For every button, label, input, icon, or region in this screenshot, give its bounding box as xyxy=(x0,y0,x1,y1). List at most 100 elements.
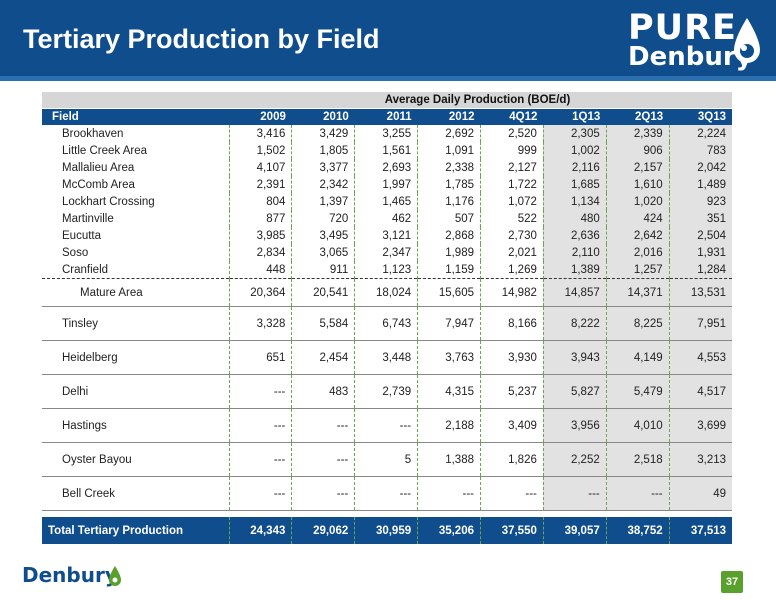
value-cell: 1,269 xyxy=(480,261,544,279)
value-cell: 3,409 xyxy=(480,408,544,443)
value-cell: 448 xyxy=(228,261,292,279)
value-cell: --- xyxy=(291,476,355,511)
value-cell: 49 xyxy=(668,476,733,511)
value-cell: 2,110 xyxy=(542,244,607,261)
value-cell: 1,284 xyxy=(668,261,733,279)
column-header: 3Q13 xyxy=(669,108,733,125)
value-cell: 7,951 xyxy=(668,306,733,341)
value-cell: 2,636 xyxy=(542,227,607,244)
spacer-row xyxy=(42,510,733,517)
value-cell: 2,339 xyxy=(605,125,670,142)
value-cell: 522 xyxy=(480,210,544,227)
value-cell: --- xyxy=(228,476,292,511)
value-cell: --- xyxy=(417,476,481,511)
field-name: Little Creek Area xyxy=(62,144,148,157)
value-cell: 13,531 xyxy=(668,278,733,307)
value-cell: 3,985 xyxy=(228,227,292,244)
value-cell: 3,255 xyxy=(354,125,418,142)
value-cell: 424 xyxy=(605,210,670,227)
value-cell: --- xyxy=(605,476,670,511)
column-header: 4Q12 xyxy=(480,108,544,125)
footer-denbury-logo: Denbury xyxy=(22,563,118,587)
value-cell: 8,222 xyxy=(542,306,607,341)
value-cell: 923 xyxy=(668,193,733,210)
column-header: 2012 xyxy=(417,108,481,125)
value-cell: 1,685 xyxy=(542,176,607,193)
corner-cell xyxy=(42,92,229,109)
value-cell: 3,416 xyxy=(228,125,292,142)
value-cell: 351 xyxy=(668,210,733,227)
table-row: Brookhaven 3,416 3,429 3,255 2,692 2,520 2,305… xyxy=(42,125,733,142)
value-cell: 2,391 xyxy=(228,176,292,193)
column-header: 2010 xyxy=(291,108,355,125)
field-name: Brookhaven xyxy=(62,127,124,140)
value-cell: 999 xyxy=(480,142,544,159)
value-cell: 2,642 xyxy=(605,227,670,244)
value-cell: 7,947 xyxy=(417,306,481,341)
logo-word-pure: PURE xyxy=(628,8,737,48)
field-name: Cranfield xyxy=(62,263,109,276)
value-cell: 1,989 xyxy=(417,244,481,261)
logo-word-denbury: Denbury xyxy=(628,42,753,72)
value-cell: 1,176 xyxy=(417,193,481,210)
value-cell: 3,763 xyxy=(417,340,481,375)
column-header: 1Q13 xyxy=(543,108,607,125)
field-column-header: Field xyxy=(42,108,229,125)
value-cell: 20,541 xyxy=(291,278,355,307)
value-cell: --- xyxy=(228,374,292,409)
table-row: Total Tertiary Production 24,343 29,062 30,… xyxy=(42,517,733,544)
value-cell: 2,021 xyxy=(480,244,544,261)
page-title: Tertiary Production by Field xyxy=(23,24,380,54)
value-cell: 5,237 xyxy=(480,374,544,409)
value-cell: 2,520 xyxy=(480,125,544,142)
value-cell: 14,371 xyxy=(605,278,670,307)
value-cell: 3,956 xyxy=(542,408,607,443)
value-cell: --- xyxy=(291,408,355,443)
field-name: Martinville xyxy=(62,212,114,225)
value-cell: 483 xyxy=(291,374,355,409)
header-stripe xyxy=(0,76,776,81)
value-cell: 804 xyxy=(228,193,292,210)
value-cell: 4,553 xyxy=(668,340,733,375)
field-name: Bell Creek xyxy=(42,476,229,511)
column-header: 2Q13 xyxy=(606,108,670,125)
value-cell: 2,116 xyxy=(542,159,607,176)
value-cell: 2,347 xyxy=(354,244,418,261)
value-cell: 480 xyxy=(542,210,607,227)
value-cell: 2,042 xyxy=(668,159,733,176)
value-cell: 5,479 xyxy=(605,374,670,409)
value-cell: 3,213 xyxy=(668,442,733,477)
value-cell: 3,328 xyxy=(228,306,292,341)
value-cell: 2,016 xyxy=(605,244,670,261)
value-cell: 8,166 xyxy=(480,306,544,341)
value-cell: --- xyxy=(354,408,418,443)
value-cell: 4,107 xyxy=(228,159,292,176)
value-cell: 651 xyxy=(228,340,292,375)
value-cell: 38,752 xyxy=(605,517,670,544)
value-cell: 24,343 xyxy=(228,517,292,544)
value-cell: 2,730 xyxy=(480,227,544,244)
table-row: Lockhart Crossing 804 1,397 1,465 1,176 1,072… xyxy=(42,193,733,210)
value-cell: 783 xyxy=(668,142,733,159)
value-cell: 4,517 xyxy=(668,374,733,409)
value-cell: 3,448 xyxy=(354,340,418,375)
header-bar xyxy=(0,0,776,76)
value-cell: 1,931 xyxy=(668,244,733,261)
value-cell: 29,062 xyxy=(291,517,355,544)
value-cell: 6,743 xyxy=(354,306,418,341)
table-row: McComb Area 2,391 2,342 1,997 1,785 1,722 1,68… xyxy=(42,176,733,193)
value-cell: 14,857 xyxy=(542,278,607,307)
value-cell: 3,930 xyxy=(480,340,544,375)
field-name: Lockhart Crossing xyxy=(62,195,155,208)
value-cell: 1,502 xyxy=(228,142,292,159)
value-cell: --- xyxy=(542,476,607,511)
table-row: Hastings --- --- --- 2,188 3,409 3,956 4,010 3,6… xyxy=(42,408,733,443)
value-cell: 8,225 xyxy=(605,306,670,341)
value-cell: 37,550 xyxy=(480,517,544,544)
field-name: Mature Area xyxy=(42,278,229,307)
value-cell: 1,826 xyxy=(480,442,544,477)
field-name: Soso xyxy=(62,246,89,259)
value-cell: 4,149 xyxy=(605,340,670,375)
value-cell: 2,739 xyxy=(354,374,418,409)
field-name: Total Tertiary Production xyxy=(42,517,229,544)
